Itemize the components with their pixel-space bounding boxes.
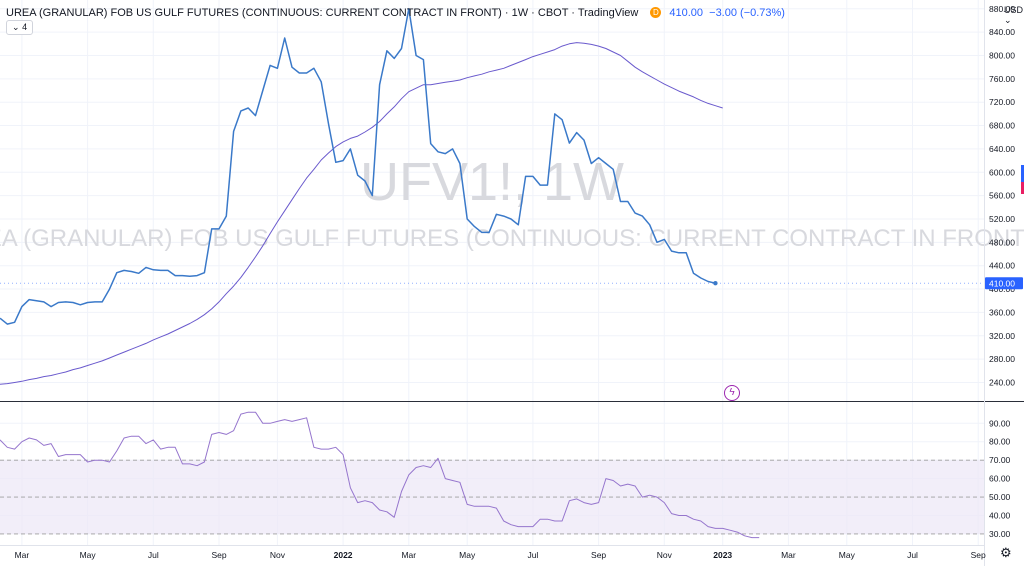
x-tick-label: Sep: [211, 550, 226, 560]
currency-menu[interactable]: USD ⌄: [1004, 5, 1024, 26]
last-price-badge: [985, 277, 1023, 290]
header-change: −3.00 (−0.73%): [709, 7, 785, 19]
watermark-symbol: UFV1!, 1W: [360, 152, 624, 212]
x-tick-label: Mar: [15, 550, 30, 560]
x-tick-label: Jul: [907, 550, 918, 560]
y-tick-label: 360.00: [989, 307, 1015, 317]
y-tick-label: 680.00: [989, 121, 1015, 131]
x-tick-label: May: [839, 550, 856, 560]
rsi-line: [0, 411, 760, 539]
y-tick-label: 480.00: [989, 237, 1015, 247]
x-tick-label: Jul: [148, 550, 159, 560]
y-tick-label: 760.00: [989, 74, 1015, 84]
symbol-title[interactable]: UREA (GRANULAR) FOB US GULF FUTURES (CON…: [6, 7, 639, 19]
chevron-down-icon: ⌄: [1004, 15, 1012, 25]
y-tick-label: 520.00: [989, 214, 1015, 224]
chart-header: UREA (GRANULAR) FOB US GULF FUTURES (CON…: [6, 7, 785, 19]
currency-label: USD: [1004, 5, 1024, 15]
watermark-name: UREA (GRANULAR) FOB US GULF FUTURES (CON…: [0, 225, 1024, 252]
x-tick-label: 2022: [334, 550, 353, 560]
chevron-down-icon: ⌄: [12, 22, 20, 32]
x-tick-label: May: [80, 550, 97, 560]
indicator-collapse-button[interactable]: ⌄ 4: [6, 20, 34, 35]
y-tick-label: 720.00: [989, 97, 1015, 107]
x-tick-label: Mar: [781, 550, 796, 560]
x-tick-label: Sep: [971, 550, 986, 560]
price-line: [0, 8, 716, 325]
last-price-dot: [713, 281, 718, 286]
y-tick-label: 640.00: [989, 144, 1015, 154]
gear-icon[interactable]: ⚙: [1000, 545, 1012, 560]
x-tick-label: Nov: [270, 550, 286, 560]
rsi-tick-label: 60.00: [989, 474, 1011, 484]
x-tick-label: Jul: [527, 550, 538, 560]
rsi-tick-label: 70.00: [989, 455, 1011, 465]
y-tick-label: 240.00: [989, 377, 1015, 387]
price-scale-marker: [1021, 182, 1024, 194]
y-tick-label: 600.00: [989, 167, 1015, 177]
header-price: 410.00: [669, 7, 704, 19]
y-tick-label: 880.00: [989, 4, 1015, 14]
y-tick-label: 320.00: [989, 331, 1015, 341]
x-tick-label: Mar: [401, 550, 416, 560]
y-tick-label: 280.00: [989, 354, 1015, 364]
rsi-tick-label: 30.00: [989, 529, 1011, 539]
indicator-count: 4: [22, 22, 28, 32]
rsi-tick-label: 90.00: [989, 418, 1011, 428]
price-scale-marker: [1021, 165, 1024, 183]
y-tick-label: 560.00: [989, 191, 1015, 201]
y-tick-label: 440.00: [989, 261, 1015, 271]
last-price-label: 410.00: [989, 279, 1015, 289]
y-tick-label: 840.00: [989, 27, 1015, 37]
lightning-icon[interactable]: ϟ: [724, 385, 740, 401]
x-tick-label: 2023: [713, 550, 732, 560]
rsi-tick-label: 80.00: [989, 437, 1011, 447]
x-tick-label: May: [459, 550, 476, 560]
rsi-tick-label: 40.00: [989, 510, 1011, 520]
rsi-tick-label: 50.00: [989, 492, 1011, 502]
x-tick-label: Sep: [591, 550, 606, 560]
delay-badge-icon: D: [650, 7, 662, 18]
ma-line: [0, 42, 723, 385]
y-tick-label: 800.00: [989, 50, 1015, 60]
x-tick-label: Nov: [657, 550, 673, 560]
